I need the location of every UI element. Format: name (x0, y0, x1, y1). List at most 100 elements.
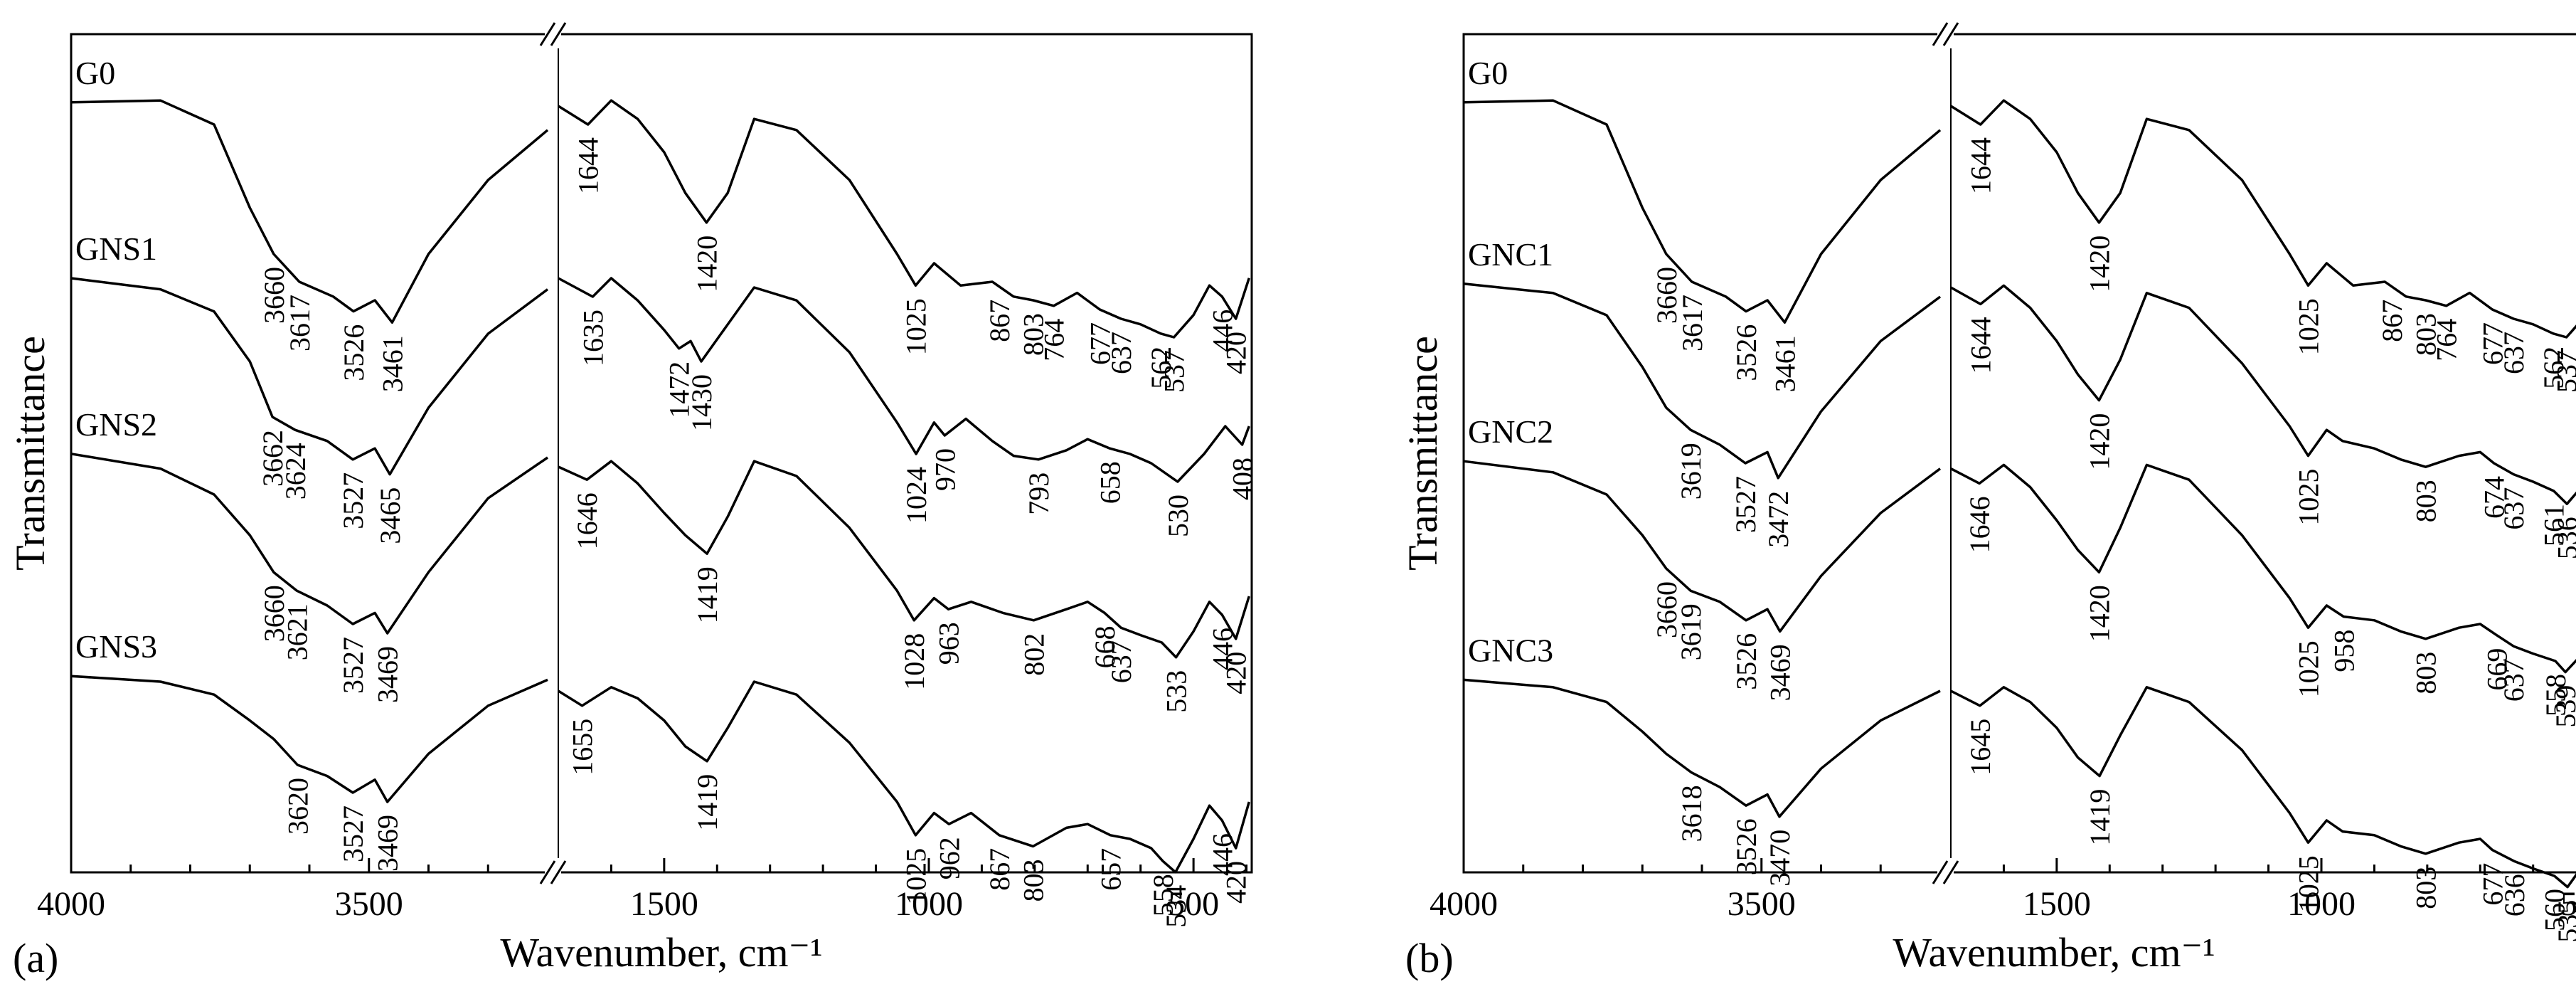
x-tick-label: 4000 (37, 885, 105, 923)
spectrum-line-low (1950, 686, 2576, 889)
band-label: 668 (1089, 625, 1121, 668)
band-label: 677 (1084, 322, 1116, 365)
axis-break-mark (539, 860, 556, 884)
band-label: 637 (2498, 659, 2530, 702)
axis-break-mark (1932, 22, 1949, 46)
axis-break-mark (1942, 22, 1959, 46)
band-label: 677 (2476, 322, 2508, 365)
series-name: GNC2 (1468, 413, 1553, 450)
x-tick-label: 500 (2560, 885, 2576, 923)
band-label: 446 (1206, 310, 1238, 352)
axis-break-mark (550, 22, 567, 46)
band-label: 636 (2498, 874, 2530, 916)
band-label: 3660 (258, 585, 290, 642)
spectrum-line-low (1950, 463, 2576, 674)
band-label: 637 (2498, 332, 2530, 374)
axis-break-mark (550, 860, 567, 884)
band-label: 637 (1105, 332, 1137, 374)
band-label: 669 (2481, 648, 2513, 691)
band-label: 3619 (1675, 443, 1707, 500)
band-label: 1419 (691, 566, 723, 623)
band-label: 793 (1023, 472, 1055, 515)
band-label: 1420 (2083, 585, 2115, 642)
spectrum-line-high (1463, 282, 1942, 480)
band-label: 1025 (900, 848, 932, 905)
series-name: GNS1 (75, 231, 157, 267)
band-label: 558 (2540, 674, 2572, 717)
band-label: 803 (2410, 867, 2442, 909)
band-label: 408 (1227, 458, 1259, 500)
spectrum-line-low (558, 460, 1250, 659)
band-label: 534 (1160, 885, 1192, 928)
band-label: 536 (2551, 517, 2576, 559)
plot-frame (70, 33, 1253, 874)
band-label: 867 (984, 848, 1016, 891)
axis-break-gap-bottom (1937, 858, 1954, 887)
band-label: 962 (933, 837, 965, 879)
spectrum-line-low (558, 277, 1250, 483)
band-label: 958 (2328, 630, 2360, 672)
band-label: 420 (1220, 652, 1252, 694)
band-label: 3461 (376, 335, 408, 392)
band-label: 867 (2376, 300, 2408, 342)
band-label: 561 (2538, 504, 2570, 546)
band-label: 3526 (338, 324, 370, 381)
band-label: 3470 (1764, 830, 1796, 887)
x-axis-title: Wavenumber, cm⁻¹ (500, 929, 822, 976)
x-axis-title: Wavenumber, cm⁻¹ (1893, 929, 2215, 976)
band-label: 3527 (337, 637, 369, 694)
band-label: 677 (2476, 863, 2508, 906)
band-label: 3526 (1730, 818, 1762, 875)
band-label: 562 (1145, 347, 1177, 389)
band-label: 674 (2479, 476, 2511, 519)
axis-break-gap-top (1937, 20, 1954, 48)
band-label: 3465 (374, 487, 406, 544)
spectrum-line-low (558, 680, 1250, 874)
band-label: 3617 (284, 295, 316, 352)
x-tick-label: 4000 (1430, 885, 1498, 923)
band-label: 1646 (1964, 496, 1996, 553)
band-label: 3469 (372, 815, 404, 872)
band-label: 1025 (2292, 855, 2324, 912)
band-label: 3469 (372, 646, 404, 703)
x-tick-label: 3500 (1728, 885, 1796, 923)
band-label: 530 (1162, 495, 1194, 537)
band-label: 562 (2538, 347, 2570, 389)
spectrum-line-low (558, 99, 1250, 339)
series-name: GNS2 (75, 406, 157, 443)
band-label: 1645 (1964, 719, 1996, 776)
band-label: 803 (2410, 480, 2442, 522)
series-name: GNS3 (75, 628, 157, 665)
x-tick-label: 1000 (895, 885, 963, 923)
band-label: 1646 (571, 492, 603, 549)
band-label: 764 (1038, 319, 1070, 361)
band-label: 3620 (282, 778, 314, 835)
band-label: 3526 (1730, 324, 1762, 381)
axis-break-gap-top (545, 20, 561, 48)
series-name: GNC3 (1468, 632, 1553, 668)
band-label: 764 (2431, 319, 2463, 361)
band-label: 3662 (257, 430, 289, 487)
band-label: 3527 (337, 472, 369, 529)
band-label: 446 (1206, 628, 1238, 670)
band-label: 1028 (898, 633, 930, 690)
band-label: 1635 (577, 310, 609, 366)
series-name: G0 (75, 55, 115, 91)
y-axis-title: Transmittance (7, 336, 53, 571)
band-label: 803 (1018, 859, 1050, 902)
band-label: 1644 (573, 137, 605, 194)
axis-break-mark (539, 22, 556, 46)
x-tick-label: 1500 (630, 885, 698, 923)
band-label: 1655 (567, 719, 599, 776)
band-label: 1644 (1965, 317, 1997, 374)
band-label: 537 (1159, 350, 1191, 393)
band-label: 3527 (1730, 476, 1762, 533)
band-label: 420 (1220, 332, 1252, 374)
band-label: 3660 (258, 267, 290, 324)
series-name: G0 (1468, 55, 1508, 91)
band-label: 1472 (664, 361, 696, 418)
band-label: 1420 (2083, 413, 2115, 470)
band-label: 802 (1018, 633, 1050, 676)
band-label: 420 (1220, 861, 1252, 904)
panel-b: 4000 3500 1500 1000 500 Wavenumber, cm⁻¹ Trans… (1400, 20, 2576, 981)
